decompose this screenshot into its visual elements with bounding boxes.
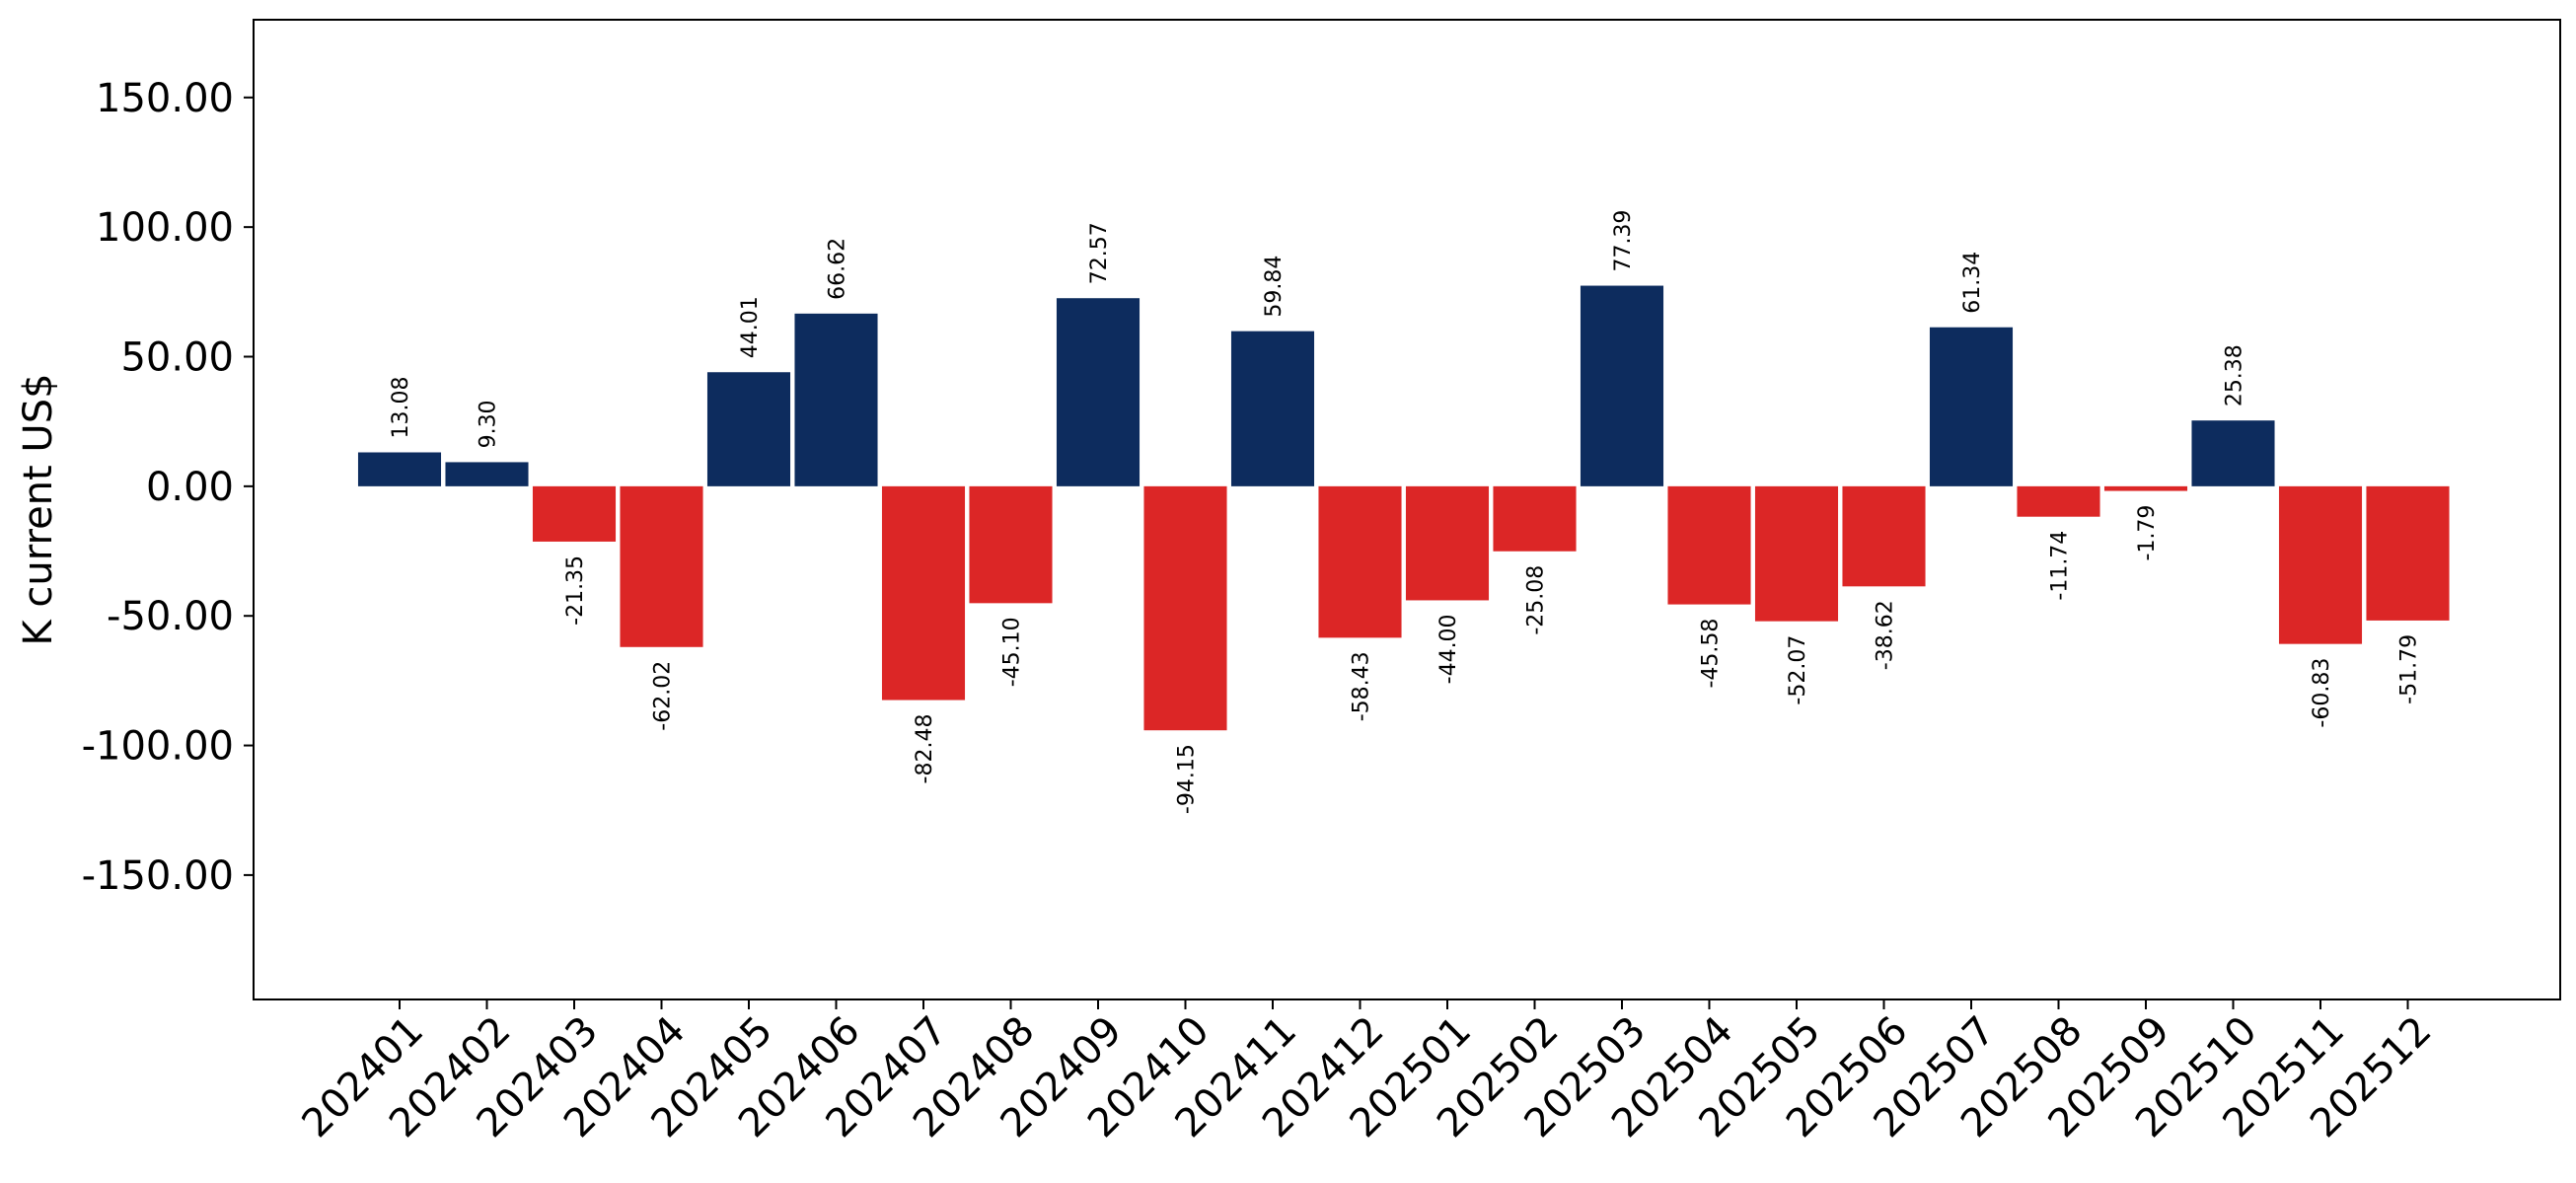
value-label-202506: -38.62 xyxy=(1874,600,1898,670)
value-label-202505: -52.07 xyxy=(1786,635,1810,705)
y-axis: -150.00 -100.00 -50.00 0.00 50.00 100.00 150.0… xyxy=(82,76,254,899)
y-axis-title: K current US$ xyxy=(16,373,61,645)
bar-202410 xyxy=(1143,485,1227,731)
value-label-202507: 61.34 xyxy=(1960,252,1985,314)
bar-202508 xyxy=(2017,485,2100,517)
bar-202404 xyxy=(620,485,703,647)
bar-202506 xyxy=(1842,485,1926,587)
value-label-202504: -45.58 xyxy=(1699,619,1724,689)
bar-202411 xyxy=(1230,331,1315,486)
bar-202406 xyxy=(794,313,878,486)
value-label-202409: 72.57 xyxy=(1087,222,1112,284)
value-label-202511: -60.83 xyxy=(2310,658,2334,728)
bar-202510 xyxy=(2191,420,2275,486)
y-tick-label-4: 50.00 xyxy=(120,335,234,381)
value-label-202410: -94.15 xyxy=(1175,744,1200,814)
bar-202511 xyxy=(2278,485,2363,644)
value-label-202411: 59.84 xyxy=(1262,256,1287,318)
bar-202501 xyxy=(1405,485,1490,601)
y-tick-label-2: -50.00 xyxy=(107,594,234,639)
y-tick-label-5: 100.00 xyxy=(96,205,234,251)
value-label-202503: 77.39 xyxy=(1611,210,1636,272)
value-label-202508: -11.74 xyxy=(2048,531,2073,601)
bar-202403 xyxy=(532,485,617,542)
bar-202505 xyxy=(1754,485,1839,622)
bar-202503 xyxy=(1580,285,1664,486)
y-tick-label-1: -100.00 xyxy=(82,724,234,770)
value-label-202402: 9.30 xyxy=(477,400,501,448)
value-label-202406: 66.62 xyxy=(826,238,850,300)
value-label-202403: -21.35 xyxy=(563,555,588,626)
value-label-202404: -62.02 xyxy=(651,661,676,731)
value-label-202502: -25.08 xyxy=(1524,565,1549,635)
value-label-202407: -82.48 xyxy=(913,714,937,784)
plot-frame xyxy=(253,19,2561,1000)
bar-202408 xyxy=(969,485,1053,604)
value-label-202405: 44.01 xyxy=(738,296,763,358)
value-label-202510: 25.38 xyxy=(2223,344,2247,407)
bar-202507 xyxy=(1929,327,2014,486)
y-tick-label-6: 150.00 xyxy=(96,76,234,121)
bar-202412 xyxy=(1318,485,1402,638)
bar-202512 xyxy=(2366,485,2450,621)
value-label-202509: -1.79 xyxy=(2135,505,2160,561)
bar-202401 xyxy=(357,452,442,486)
value-label-202401: 13.08 xyxy=(389,377,413,439)
value-label-202408: -45.10 xyxy=(1000,617,1025,687)
bar-202405 xyxy=(706,372,791,486)
bar-202409 xyxy=(1056,298,1141,486)
y-tick-label-0: -150.00 xyxy=(82,853,234,899)
value-labels-layer: 13.08 9.30 -21.35 -62.02 44.01 66.62 -82.48 -45… xyxy=(389,210,2422,815)
y-tick-label-3: 0.00 xyxy=(146,465,234,510)
value-label-202512: -51.79 xyxy=(2397,634,2422,704)
value-label-202501: -44.00 xyxy=(1436,614,1461,684)
bar-202407 xyxy=(881,485,966,701)
bar-202504 xyxy=(1667,485,1751,605)
bar-202402 xyxy=(445,462,529,486)
bar-202502 xyxy=(1493,485,1577,552)
value-label-202412: -58.43 xyxy=(1350,651,1374,721)
bar-202509 xyxy=(2103,485,2188,491)
bars-layer xyxy=(357,285,2450,731)
